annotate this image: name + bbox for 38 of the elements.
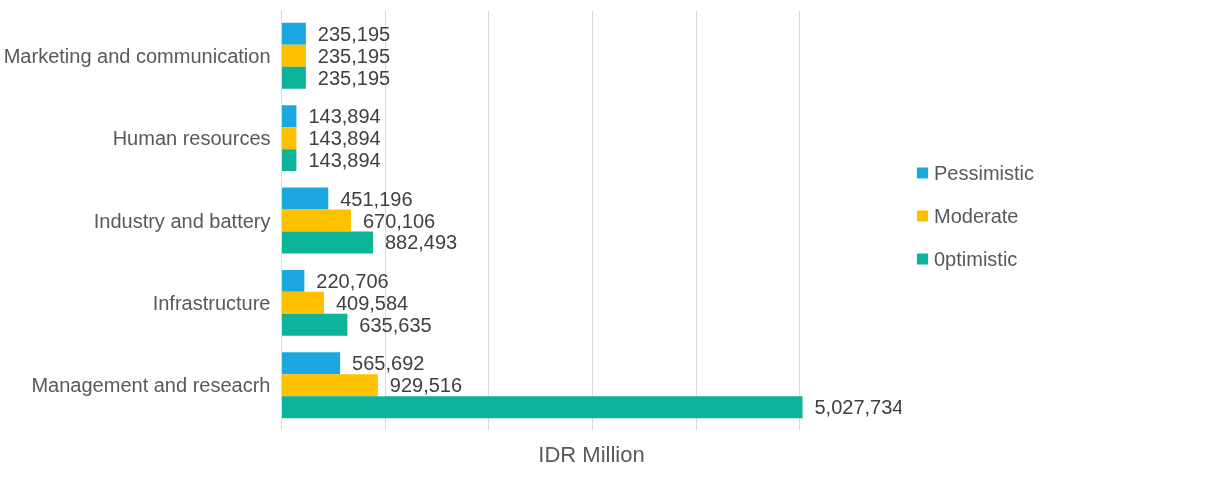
data-label: 670,106 <box>362 209 436 232</box>
bar <box>281 22 306 45</box>
data-label: 451,196 <box>340 187 413 210</box>
data-label: 409,584 <box>335 291 409 314</box>
data-label: 882,493 <box>384 231 458 254</box>
data-label: 235,195 <box>317 44 391 67</box>
y-tick-label: Management and reseacrh <box>31 374 271 397</box>
y-tick-label: Infrastructure <box>152 291 271 314</box>
bar <box>281 231 373 254</box>
data-label: 635,635 <box>359 313 432 336</box>
bar <box>281 105 297 128</box>
y-tick-label: Marketing and communication <box>3 44 271 67</box>
x-axis-title: IDR Million <box>538 441 645 467</box>
bar <box>281 313 348 336</box>
legend-label: Moderate <box>934 204 1019 227</box>
bar <box>281 209 351 232</box>
data-label: 143,894 <box>308 105 381 128</box>
y-tick-label: Industry and battery <box>93 209 271 232</box>
bar <box>281 44 306 67</box>
legend-label: Pessimistic <box>934 161 1035 184</box>
bar <box>281 291 324 314</box>
bar <box>281 374 378 397</box>
data-label: 929,516 <box>389 374 463 397</box>
data-label: 565,692 <box>352 352 425 375</box>
bar <box>281 66 306 89</box>
bar <box>281 149 297 172</box>
bar <box>281 352 341 375</box>
data-label: 143,894 <box>308 127 381 150</box>
bar <box>281 396 803 419</box>
bar <box>281 269 305 292</box>
data-label: 220,706 <box>316 269 389 292</box>
data-label: 143,894 <box>308 149 381 172</box>
legend-label: 0ptimistic <box>934 247 1018 270</box>
bar <box>281 187 329 210</box>
data-label: 235,195 <box>317 22 391 45</box>
y-tick-label: Human resources <box>112 127 271 150</box>
bar <box>281 127 297 150</box>
data-label: 235,195 <box>317 66 391 89</box>
